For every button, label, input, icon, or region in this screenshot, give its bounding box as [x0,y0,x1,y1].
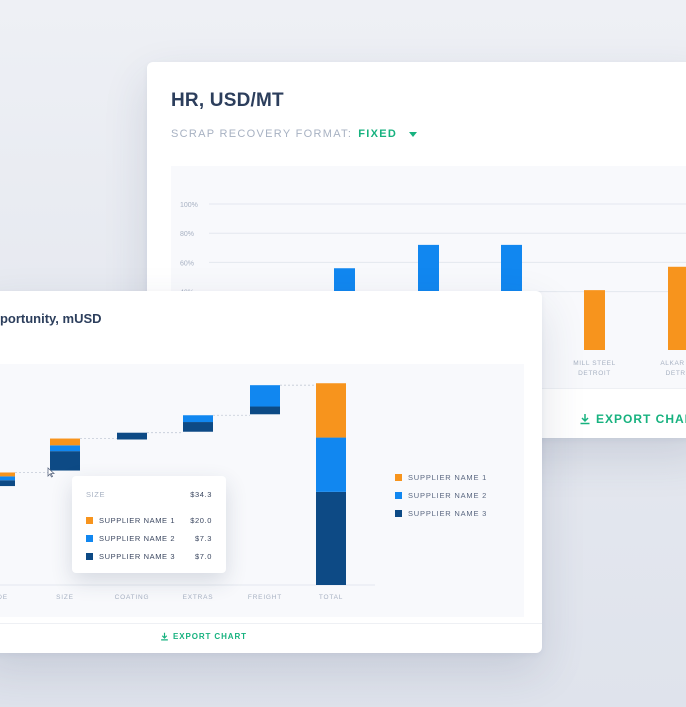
tooltip-swatch [86,517,93,524]
legend-swatch [395,509,402,517]
legend-swatch [395,473,402,481]
waterfall-segment [0,472,15,477]
tooltip: SIZE $34.3 SUPPLIER NAME 1 $20.0 SUPPLIE… [72,476,226,573]
waterfall-chart: ADE SIZE COATING EXTRAS FREIGHT TOTAL [0,383,375,601]
tooltip-row: SUPPLIER NAME 1 $20.0 [86,516,212,525]
format-dropdown[interactable]: FIXED [358,128,398,140]
divider [0,623,542,624]
x-tick-label: ADE [0,594,8,601]
waterfall-segment [50,438,80,446]
y-tick-label: 80% [180,231,194,238]
bar [584,290,605,350]
back-export-label: EXPORT CHART [596,412,686,426]
y-tick-label: 100% [180,202,198,209]
front-chart-card: pportunity, mUSD ADE SIZE COATING EXTRAS FRE… [0,291,542,653]
mouse-pointer-icon [47,467,55,478]
waterfall-segment [316,437,346,492]
tooltip-row-value: $7.0 [195,552,212,561]
waterfall-segment [50,445,80,452]
legend-label: SUPPLIER NAME 3 [408,508,488,518]
legend-label: SUPPLIER NAME 2 [408,490,488,500]
x-tick-label: DETROIT [578,370,611,377]
front-export-button[interactable]: EXPORT CHART [160,632,247,641]
legend-item[interactable]: SUPPLIER NAME 2 [395,486,487,504]
x-tick-label: TOTAL [319,594,343,601]
waterfall-segment [50,451,80,471]
legend-item[interactable]: SUPPLIER NAME 3 [395,504,487,522]
x-tick-label: EXTRAS [183,594,214,601]
x-tick-label: SIZE [56,594,74,601]
x-tick-label: ALKAR ST [660,360,686,367]
front-plot-area: ADE SIZE COATING EXTRAS FREIGHT TOTAL [0,364,524,617]
tooltip-header-value: $34.3 [190,490,212,499]
tooltip-row-label: SUPPLIER NAME 1 [99,516,176,525]
waterfall-segment [117,432,147,440]
legend-swatch [395,491,402,499]
x-tick-label: COATING [115,594,150,601]
waterfall-segment [316,491,346,585]
format-label: SCRAP RECOVERY FORMAT: [171,128,353,140]
waterfall-segment [183,422,213,432]
back-chart-title: HR, USD/MT [171,90,284,111]
legend: SUPPLIER NAME 1 SUPPLIER NAME 2 SUPPLIER… [395,468,487,522]
tooltip-row-value: $7.3 [195,534,212,543]
download-icon [161,632,168,641]
scrap-recovery-format: SCRAP RECOVERY FORMAT: FIXED [171,128,418,140]
y-tick-label: 60% [180,260,194,267]
tooltip-row-label: SUPPLIER NAME 3 [99,552,176,561]
back-export-button[interactable]: EXPORT CHART [579,412,686,426]
front-export-label: EXPORT CHART [173,632,247,641]
tooltip-swatch [86,553,93,560]
download-icon [580,414,590,425]
legend-label: SUPPLIER NAME 1 [408,472,488,482]
x-tick-label: DETRO [666,370,686,377]
tooltip-row-value: $20.0 [190,516,212,525]
x-tick-label: FREIGHT [248,594,282,601]
tooltip-row: SUPPLIER NAME 2 $7.3 [86,534,212,543]
tooltip-row: SUPPLIER NAME 3 $7.0 [86,552,212,561]
waterfall-segment [0,480,15,487]
waterfall-segment [316,383,346,438]
caret-down-icon[interactable] [409,131,418,137]
bar [668,266,686,350]
waterfall-segment [250,406,280,415]
tooltip-header-label: SIZE [86,490,106,499]
tooltip-row-label: SUPPLIER NAME 2 [99,534,176,543]
waterfall-segment [250,385,280,407]
legend-item[interactable]: SUPPLIER NAME 1 [395,468,487,486]
waterfall-segment [183,415,213,423]
x-tick-label: MILL STEEL [573,360,616,367]
waterfall-segment [0,476,15,481]
tooltip-swatch [86,535,93,542]
tooltip-header: SIZE $34.3 [86,490,212,499]
front-chart-title: pportunity, mUSD [0,311,102,326]
